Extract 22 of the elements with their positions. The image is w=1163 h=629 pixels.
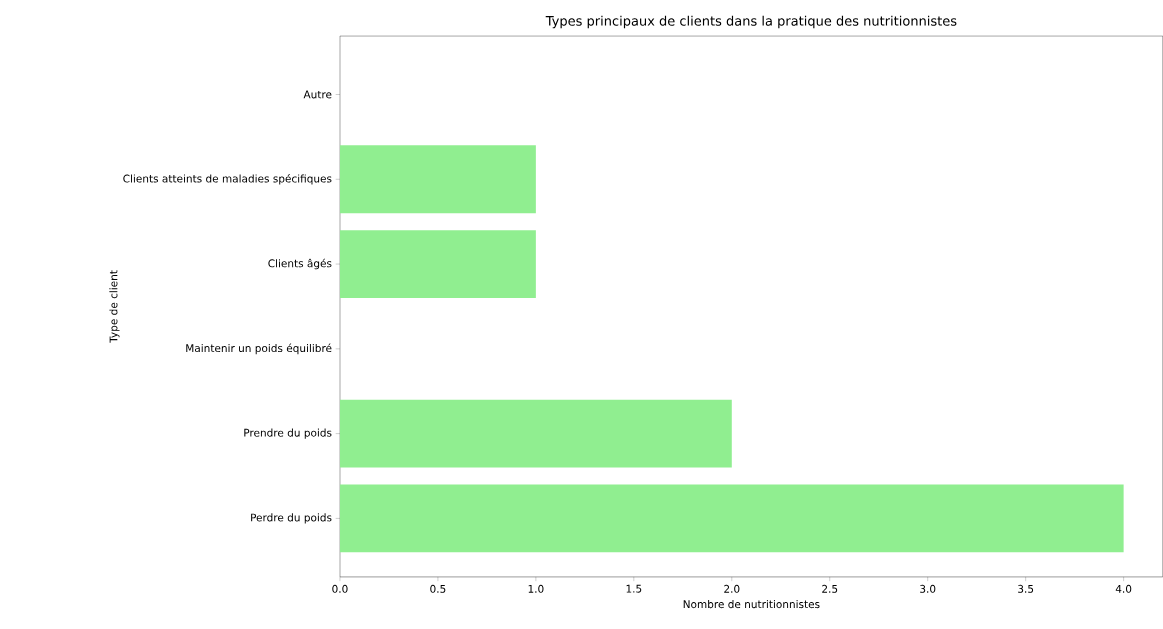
bar <box>339 145 536 214</box>
bar <box>339 230 536 299</box>
chart-title: Types principaux de clients dans la pratique des nutritionnistes <box>545 15 957 29</box>
x-tick-label: 2.0 <box>724 584 740 593</box>
y-tick-label: Clients atteints de maladies spécifiques <box>123 174 332 185</box>
bar <box>339 399 732 468</box>
y-tick-label: Maintenir un poids équilibré <box>186 343 332 355</box>
y-tick-label: Autre <box>303 90 332 99</box>
x-tick-label: 2.5 <box>822 584 838 593</box>
y-tick-label: Prendre du poids <box>244 428 332 439</box>
y-tick-label: Perdre du poids <box>251 513 332 524</box>
x-tick-label: 3.5 <box>1018 584 1034 593</box>
x-tick-label: 1.0 <box>528 584 544 593</box>
x-tick-label: 4.0 <box>1115 584 1132 593</box>
y-tick-label: Clients âgés <box>268 258 332 270</box>
x-tick-label: 0.5 <box>430 584 446 593</box>
y-axis-title: Type de client <box>109 270 120 343</box>
x-tick-label: 3.0 <box>920 584 936 593</box>
bar <box>339 484 1124 553</box>
x-tick-label: 1.5 <box>626 584 642 593</box>
x-tick-label: 0.0 <box>332 584 348 593</box>
x-axis-title: Nombre de nutritionnistes <box>683 600 820 609</box>
